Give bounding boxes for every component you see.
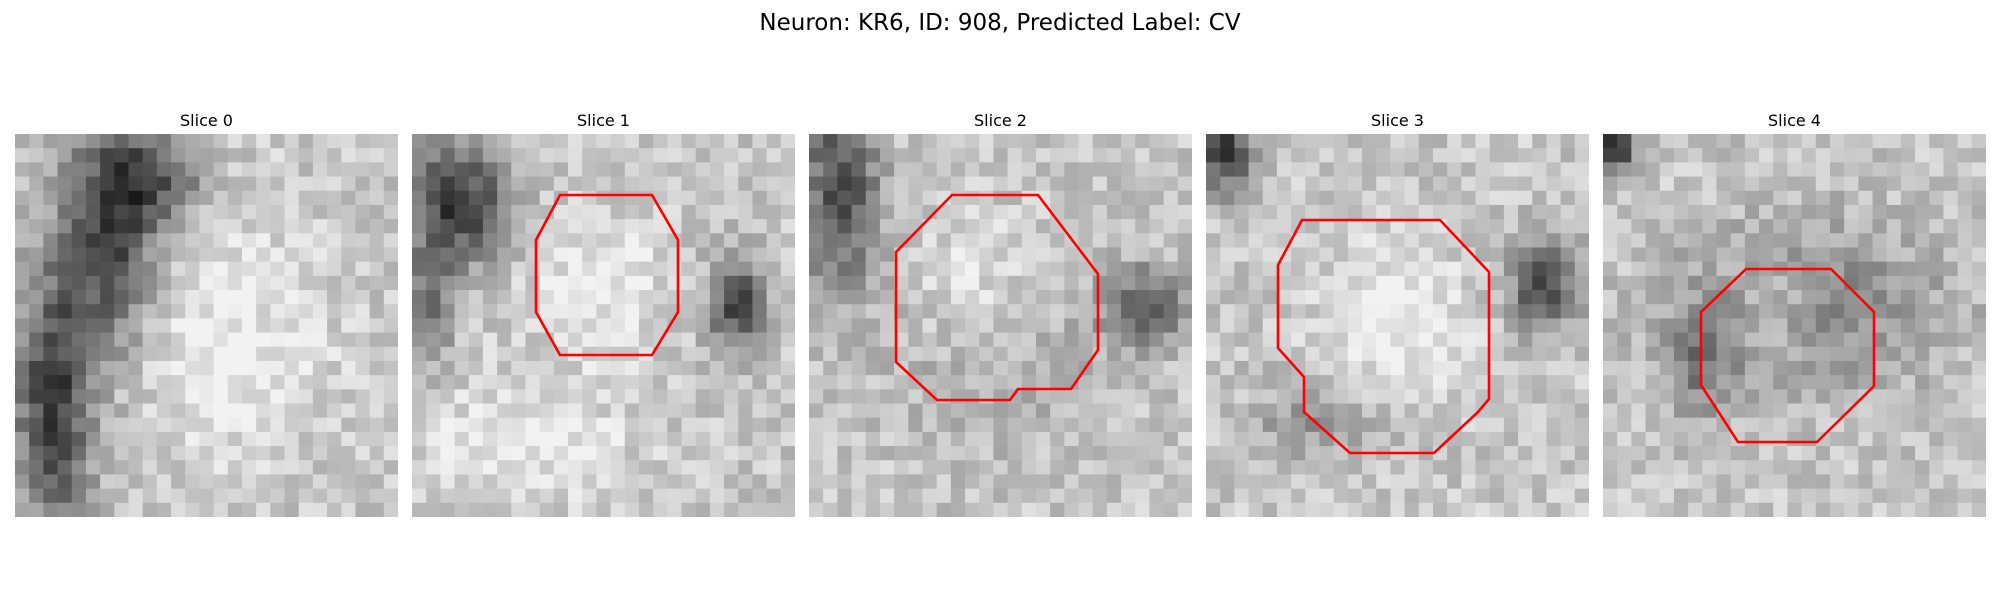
slice-panel-2: Slice 2 xyxy=(809,108,1192,517)
slice-image xyxy=(1603,134,1986,517)
slice-image xyxy=(412,134,795,517)
contour-outline xyxy=(1699,267,1876,444)
slice-image xyxy=(1206,134,1589,517)
contour-outline xyxy=(1276,218,1491,455)
slice-panel-3: Slice 3 xyxy=(1206,108,1589,517)
slice-panel-4: Slice 4 xyxy=(1603,108,1986,517)
slice-title: Slice 3 xyxy=(1371,111,1424,130)
slice-title: Slice 0 xyxy=(180,111,233,130)
slice-panel-1: Slice 1 xyxy=(412,108,795,517)
slice-image xyxy=(15,134,398,517)
slice-panel-0: Slice 0 xyxy=(15,108,398,517)
slice-title: Slice 1 xyxy=(577,111,630,130)
contour-outline xyxy=(894,193,1100,402)
slice-title: Slice 4 xyxy=(1768,111,1821,130)
slice-title: Slice 2 xyxy=(974,111,1027,130)
slice-image xyxy=(809,134,1192,517)
figure-title: Neuron: KR6, ID: 908, Predicted Label: C… xyxy=(759,10,1241,36)
contour-outline xyxy=(534,193,680,357)
